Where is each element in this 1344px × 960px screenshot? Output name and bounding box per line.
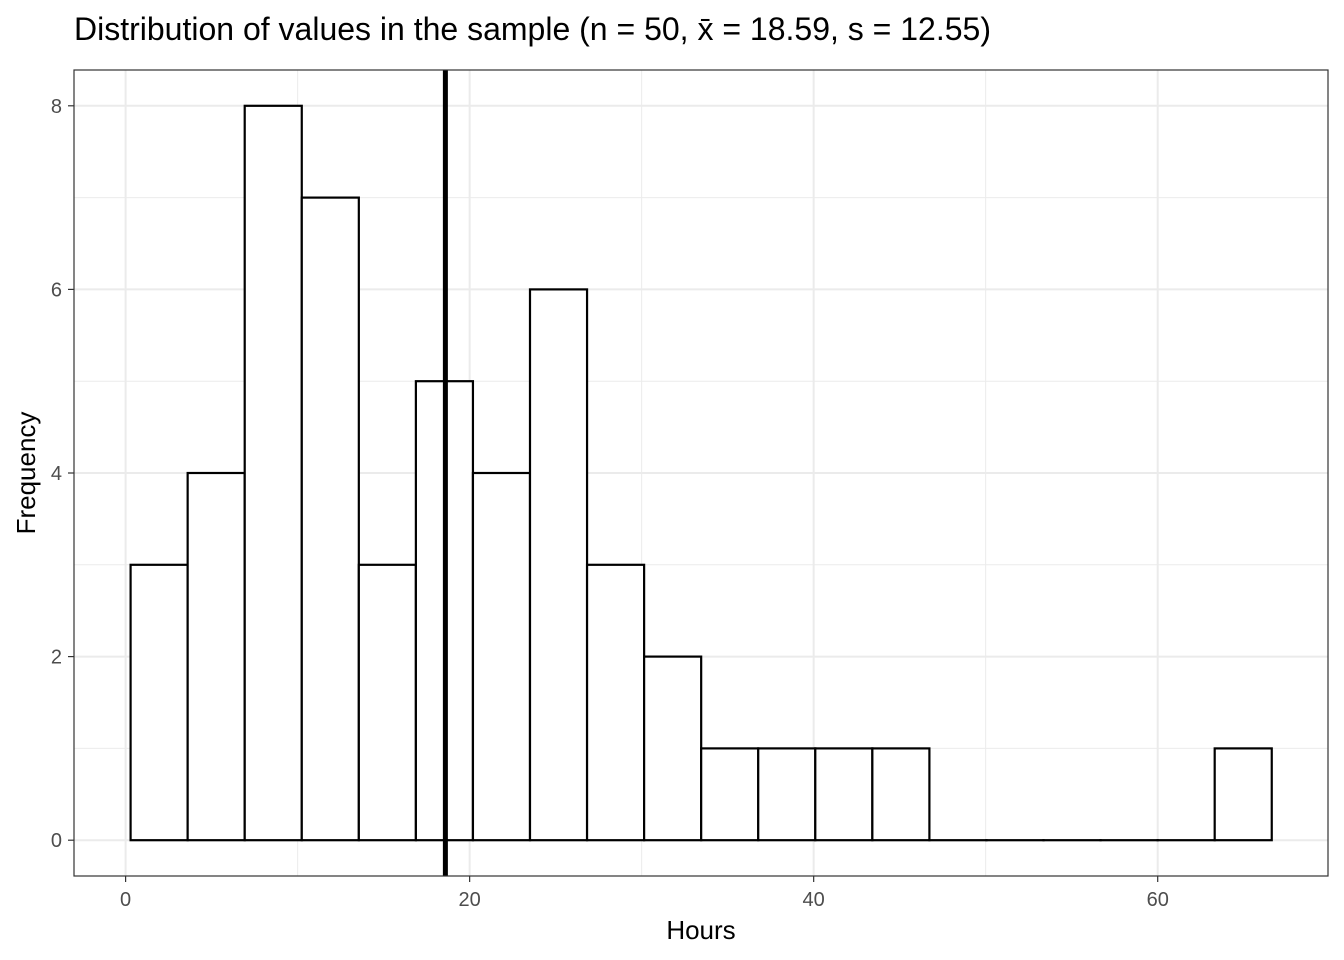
histogram-bar	[757, 747, 817, 842]
y-tick-label: 4	[51, 463, 62, 485]
y-tick-label: 2	[51, 647, 62, 669]
histogram-bar	[643, 655, 703, 842]
y-tick-label: 0	[51, 830, 62, 852]
histogram-bar	[814, 747, 874, 842]
histogram-bar	[300, 196, 360, 842]
histogram-bar	[243, 104, 303, 842]
histogram-bar	[357, 563, 417, 842]
histogram-bar	[700, 747, 760, 842]
axis-ticks: 0 20 40 60 0 2 4 6 8	[51, 96, 1169, 911]
histogram-bar	[471, 471, 532, 842]
histogram-bar	[871, 747, 931, 842]
histogram-bar	[585, 563, 646, 842]
y-tick-label: 8	[51, 96, 62, 118]
x-axis-label: Hours	[666, 915, 735, 945]
y-axis-label: Frequency	[11, 412, 41, 535]
x-tick-label: 0	[120, 889, 131, 911]
histogram-bar	[129, 563, 189, 842]
histogram-bar	[186, 471, 246, 842]
y-tick-label: 6	[51, 279, 62, 301]
x-tick-label: 40	[803, 889, 825, 911]
chart-title: Distribution of values in the sample (n …	[74, 11, 991, 47]
histogram-bar	[1213, 747, 1273, 842]
x-tick-label: 60	[1147, 889, 1169, 911]
histogram-bar	[528, 288, 589, 842]
x-tick-label: 20	[459, 889, 481, 911]
